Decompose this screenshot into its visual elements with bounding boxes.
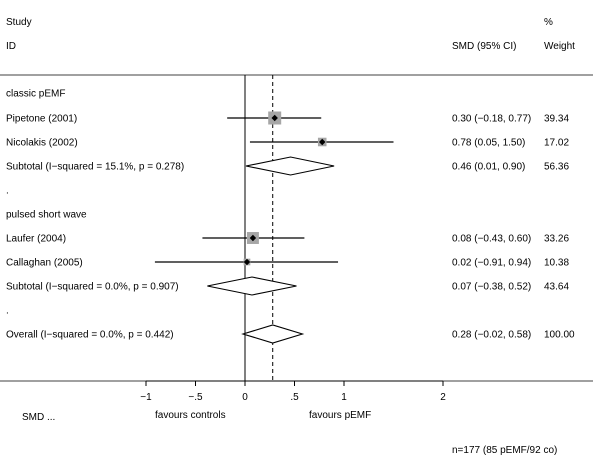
favours-controls-label: favours controls [155, 410, 226, 421]
tick-label: −.5 [188, 392, 203, 403]
ci-text: 0.78 (0.05, 1.50) [452, 138, 525, 149]
study-label: Callaghan (2005) [6, 258, 83, 269]
point-estimate [243, 258, 251, 266]
ci-text: 0.30 (−0.18, 0.77) [452, 114, 531, 125]
overall-diamond [241, 324, 305, 344]
favours-pemf-label: favours pEMF [309, 410, 371, 421]
x-axis: −1 −.5 0 .5 1 2 [140, 380, 446, 403]
weight-value: 43.64 [544, 282, 569, 293]
ci-text: 0.02 (−0.91, 0.94) [452, 258, 531, 269]
study-label: Nicolakis (2002) [6, 138, 78, 149]
point-estimate [249, 234, 257, 242]
weight-value: 100.00 [544, 330, 575, 341]
weight-value: 56.36 [544, 162, 569, 173]
overall-label: Overall (I−squared = 0.0%, p = 0.442) [6, 330, 174, 341]
header-smd-ci: SMD (95% CI) [452, 41, 516, 52]
subtotal-diamond [207, 276, 297, 296]
tick-label: −1 [140, 392, 152, 403]
ci-text: 0.07 (−0.38, 0.52) [452, 282, 531, 293]
smd-axis-label: SMD ... [22, 412, 55, 423]
header-weight: Weight [544, 41, 575, 52]
subtotal-label: Subtotal (I−squared = 0.0%, p = 0.907) [6, 282, 179, 293]
forest-rows: classic pEMF Pipetone (2001) 0.30 (−0.18, … [6, 89, 575, 344]
tick-label: 2 [440, 392, 446, 403]
weight-value: 33.26 [544, 234, 569, 245]
tick-label: 0 [242, 392, 248, 403]
spacer-dot: . [6, 186, 9, 197]
header-percent: % [544, 17, 553, 28]
subtotal-label: Subtotal (I−squared = 15.1%, p = 0.278) [6, 162, 184, 173]
weight-value: 39.34 [544, 114, 569, 125]
study-label: Laufer (2004) [6, 234, 66, 245]
ci-text: 0.08 (−0.43, 0.60) [452, 234, 531, 245]
subtotal-diamond [245, 156, 335, 176]
header-study: Study [6, 17, 32, 28]
spacer-dot: . [6, 306, 9, 317]
study-label: Pipetone (2001) [6, 114, 77, 125]
weight-value: 10.38 [544, 258, 569, 269]
weight-value: 17.02 [544, 138, 569, 149]
ci-text: 0.46 (0.01, 0.90) [452, 162, 525, 173]
ci-text: 0.28 (−0.02, 0.58) [452, 330, 531, 341]
point-estimate [271, 114, 278, 122]
sample-size-note: n=177 (85 pEMF/92 co) [452, 445, 557, 456]
header-id: ID [6, 41, 16, 52]
tick-label: 1 [341, 392, 347, 403]
tick-label: .5 [290, 392, 299, 403]
point-estimate [319, 138, 326, 146]
group-label: pulsed short wave [6, 210, 87, 221]
group-label: classic pEMF [6, 89, 65, 100]
